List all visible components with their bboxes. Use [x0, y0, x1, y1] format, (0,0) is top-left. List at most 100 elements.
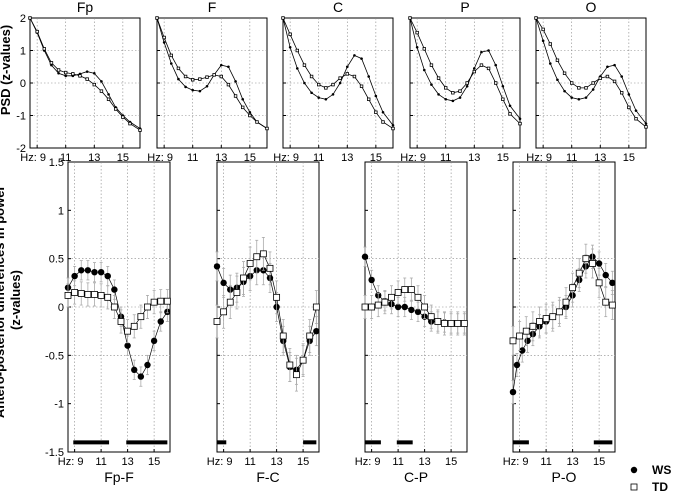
x-tick-label: Hz: 9 — [503, 456, 529, 468]
series-filled — [408, 16, 522, 121]
point-open — [281, 16, 285, 20]
point-filled — [548, 62, 552, 65]
point-open — [219, 74, 223, 79]
top-y-axis-label: PSD (z-values) — [0, 25, 13, 115]
point-filled — [313, 327, 320, 335]
point-open — [458, 89, 462, 93]
point-open — [394, 289, 402, 296]
point-filled — [602, 271, 609, 279]
point-open — [124, 327, 132, 335]
point-filled — [519, 347, 526, 354]
y-tick-label: 2 — [20, 13, 26, 25]
point-filled — [606, 65, 609, 69]
point-filled — [415, 45, 419, 49]
point-open — [529, 322, 537, 330]
x-tick-label: 15 — [117, 152, 129, 164]
x-tick-label: 11 — [392, 456, 403, 468]
point-filled — [227, 65, 230, 69]
point-filled — [91, 269, 98, 276]
x-tick-label: 13 — [566, 456, 578, 468]
x-tick-label: 15 — [593, 456, 605, 468]
point-filled — [430, 83, 433, 86]
point-filled — [570, 96, 574, 99]
point-filled — [563, 89, 566, 93]
point-open — [584, 86, 588, 90]
series-open — [281, 16, 395, 131]
point-filled — [107, 93, 110, 96]
point-open — [555, 58, 560, 62]
point-filled — [338, 81, 342, 85]
x-tick-label: Hz: 9 — [207, 456, 233, 468]
point-open — [555, 308, 563, 316]
point-filled — [444, 97, 448, 101]
point-open — [441, 320, 448, 327]
point-open — [220, 308, 228, 316]
point-filled — [541, 39, 545, 43]
panel-o: Hz: 9 11 13 15 O — [526, 0, 648, 164]
point-filled — [213, 263, 221, 270]
point-open — [460, 320, 468, 327]
point-filled — [451, 99, 455, 103]
point-filled — [368, 276, 375, 284]
point-filled — [57, 71, 60, 75]
point-filled — [595, 260, 603, 267]
series-line — [409, 17, 521, 120]
x-tick-label: 13 — [215, 152, 227, 164]
panel-title-f-c: F-C — [256, 469, 279, 485]
x-tick-label: 13 — [270, 456, 282, 468]
point-open — [205, 75, 209, 79]
point-open — [591, 81, 595, 85]
x-tick-label: Hz: 9 — [355, 456, 381, 468]
point-open — [577, 86, 581, 90]
point-open — [306, 332, 314, 340]
point-filled — [71, 272, 78, 280]
point-open — [465, 81, 469, 85]
series-td — [361, 277, 468, 336]
point-filled — [627, 93, 631, 96]
point-filled — [248, 110, 252, 114]
panel-title-o: O — [586, 0, 597, 15]
point-open — [401, 286, 409, 294]
point-open — [421, 303, 429, 311]
point-open — [486, 66, 491, 71]
point-filled — [401, 303, 408, 311]
series-line — [67, 269, 168, 378]
point-filled — [381, 110, 385, 114]
point-open — [121, 115, 125, 119]
point-open — [138, 128, 142, 132]
point-open — [266, 264, 274, 272]
point-filled — [501, 84, 505, 88]
point-open — [288, 32, 292, 36]
point-open — [213, 318, 221, 325]
point-filled — [472, 67, 476, 70]
panel-fp-f: Hz: 9 11 13 15 1.5 1 0.5 0 -0.5 -1 -1.5 Fp-F — [45, 157, 171, 485]
point-filled — [288, 45, 292, 49]
panel-fp: Hz: 9 11 13 15 2 1 0 -1 -2 Fp — [16, 0, 142, 164]
point-open — [536, 318, 543, 325]
series-line — [535, 17, 647, 128]
y-tick-label: 1.5 — [49, 157, 64, 169]
point-open — [279, 332, 287, 340]
point-filled — [310, 91, 313, 95]
point-open — [549, 313, 557, 321]
point-filled — [620, 75, 624, 78]
series-line — [216, 266, 317, 371]
point-open — [246, 260, 254, 267]
point-filled — [198, 89, 202, 93]
point-open — [155, 16, 159, 20]
point-open — [359, 84, 364, 88]
x-tick-label: 15 — [623, 152, 635, 164]
point-open — [309, 74, 314, 79]
x-tick-label: 11 — [187, 152, 198, 164]
point-open — [64, 70, 68, 75]
x-tick-label: Hz: 9 — [400, 152, 426, 164]
point-filled — [494, 63, 498, 67]
point-open — [634, 117, 638, 121]
x-tick-label: 11 — [566, 152, 577, 164]
point-open — [163, 297, 171, 305]
y-tick-label: 1 — [58, 205, 64, 217]
series-line — [535, 17, 647, 124]
legend-label-ws: WS — [652, 463, 671, 477]
x-tick-label: 13 — [418, 456, 430, 468]
point-open — [345, 72, 349, 76]
